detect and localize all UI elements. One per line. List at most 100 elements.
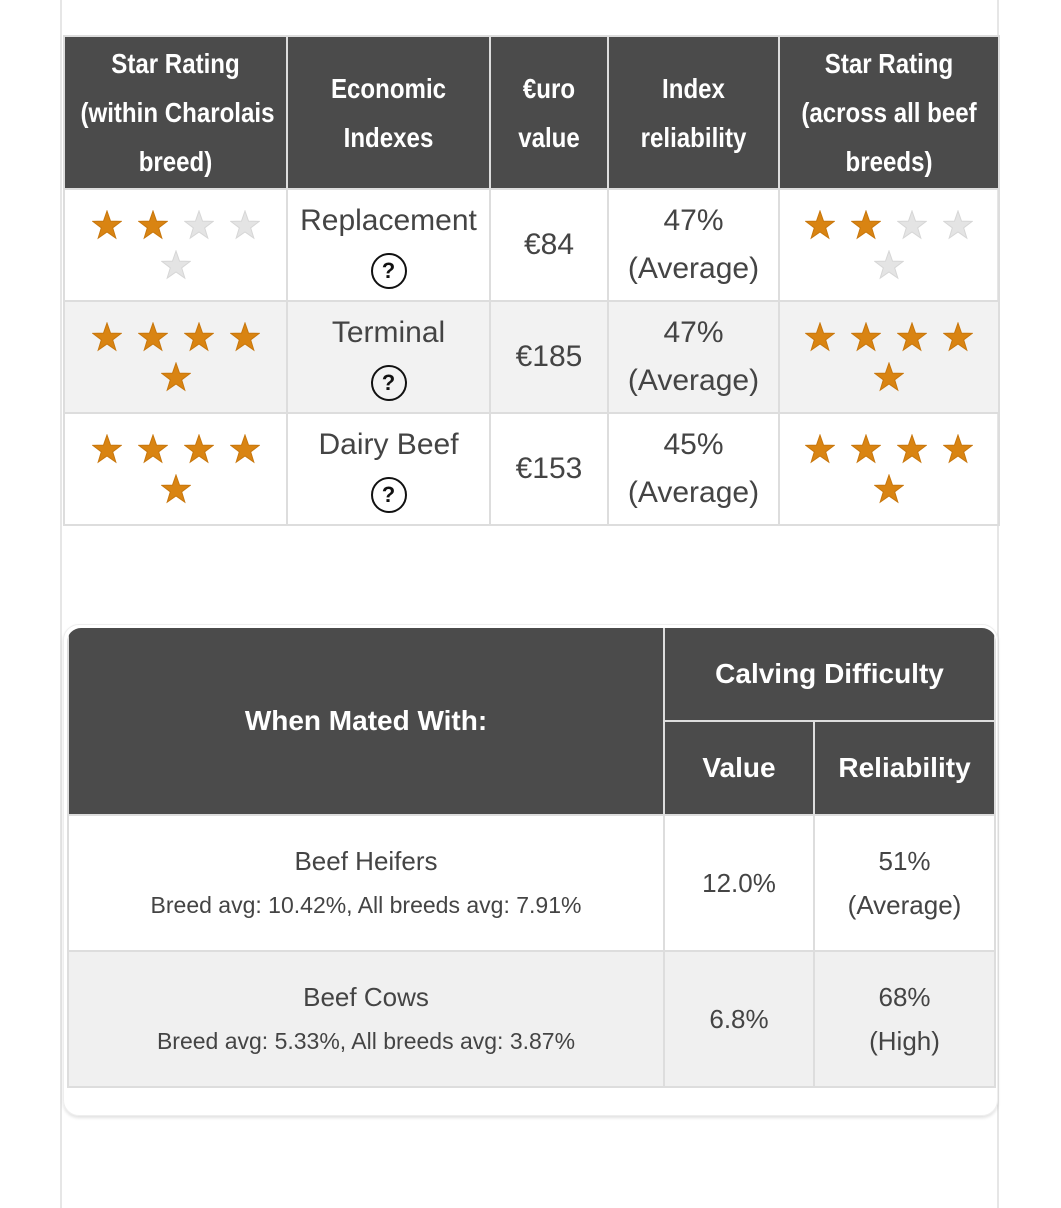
star-filled	[805, 434, 835, 464]
reliability-cell: 45% (Average)	[607, 412, 780, 526]
star-filled	[91, 434, 122, 464]
index-name: Terminal	[331, 316, 446, 349]
mated-name: Beef Heifers	[294, 846, 438, 876]
column-header: Star Rating (across all beef breeds)	[778, 35, 1000, 190]
star-filled	[897, 322, 927, 352]
help-wrap: ?	[288, 469, 489, 517]
help-icon[interactable]: ?	[370, 365, 407, 401]
star-filled	[805, 210, 835, 240]
value-header: Value	[663, 721, 815, 816]
header-row: Value Reliability	[68, 721, 997, 816]
star-filled	[874, 362, 904, 392]
header-row: Star Rating (within Charolais breed) Econom…	[63, 35, 1000, 190]
star-empty	[183, 210, 214, 240]
panel	[60, 0, 999, 1208]
header-line: €uro	[522, 72, 576, 104]
ratings-table: Star Rating (within Charolais breed) Econom…	[63, 35, 1000, 526]
index-name: Replacement	[300, 204, 477, 237]
stars-across-cell	[778, 300, 1000, 414]
calving-row: Beef Heifers Breed avg: 10.42%, All breed…	[67, 814, 997, 952]
header-line: (within Charolais	[80, 97, 275, 128]
star-filled	[183, 322, 214, 352]
star-filled	[897, 434, 927, 464]
star-filled	[229, 434, 260, 464]
mated-name: Beef Cows	[303, 982, 429, 1012]
column-header: Economic Indexes	[286, 35, 491, 190]
help-wrap: ?	[288, 357, 489, 405]
mated-cell: Beef Heifers Breed avg: 10.42%, All breed…	[67, 814, 665, 952]
reliability-level: (Average)	[627, 364, 760, 397]
star-filled	[943, 322, 973, 352]
header-line: value	[518, 121, 580, 153]
stars-within-cell	[63, 412, 288, 526]
index-name: Dairy Beef	[318, 428, 459, 461]
header-line: breeds)	[845, 146, 933, 177]
help-icon[interactable]: ?	[370, 253, 407, 289]
column-header: €uro value	[489, 35, 609, 190]
header-line: Star Rating	[111, 48, 240, 79]
euro-value: €153	[489, 412, 609, 526]
reliability-level: (High)	[869, 1026, 940, 1056]
star-filled	[160, 362, 191, 392]
reliability-level: (Average)	[627, 252, 760, 285]
help-wrap: ?	[288, 245, 489, 293]
index-cell: Dairy Beef?	[286, 412, 491, 526]
stars-within-cell	[63, 188, 288, 302]
rating-row: Dairy Beef? €153 45% (Average)	[63, 412, 1000, 526]
calving-value: 6.8%	[663, 950, 815, 1088]
stars-within-cell	[63, 300, 288, 414]
star-filled	[160, 474, 191, 504]
header-line: Economic	[330, 72, 447, 104]
header-line: Indexes	[343, 121, 434, 153]
star-filled	[851, 210, 881, 240]
star-empty	[160, 250, 191, 280]
star-filled	[851, 322, 881, 352]
star-rating	[794, 434, 984, 504]
averages: Breed avg: 10.42%, All breeds avg: 7.91%	[150, 892, 582, 918]
index-cell: Terminal?	[286, 300, 491, 414]
rating-row: Replacement? €84 47% (Average)	[63, 188, 1000, 302]
reliability: 45%	[663, 428, 724, 461]
star-rating	[81, 210, 271, 280]
header-line: Index	[662, 72, 725, 104]
reliability: 51%	[878, 846, 931, 876]
star-rating	[81, 434, 271, 504]
reliability: 47%	[663, 316, 724, 349]
reliability-level: (Average)	[627, 476, 760, 509]
header-line: reliability	[640, 121, 747, 153]
reliability: 68%	[878, 982, 931, 1012]
star-rating	[794, 322, 984, 392]
header-line: breed)	[138, 146, 213, 177]
star-empty	[874, 250, 904, 280]
star-filled	[229, 322, 260, 352]
reliability-cell: 47% (Average)	[607, 300, 780, 414]
star-filled	[874, 474, 904, 504]
star-empty	[229, 210, 260, 240]
header-line: (across all beef	[801, 97, 977, 128]
header-line: Star Rating	[824, 48, 954, 79]
star-filled	[91, 322, 122, 352]
help-icon[interactable]: ?	[370, 477, 407, 513]
reliability-header: Reliability	[812, 721, 997, 816]
euro-value: €84	[489, 188, 609, 302]
star-filled	[851, 434, 881, 464]
star-filled	[137, 210, 168, 240]
stars-across-cell	[778, 188, 1000, 302]
star-rating	[794, 210, 984, 280]
calving-value: 12.0%	[663, 814, 815, 952]
index-cell: Replacement?	[286, 188, 491, 302]
star-filled	[137, 434, 168, 464]
column-header: Star Rating (within Charolais breed)	[63, 35, 288, 190]
header-row: When Mated With: Calving Difficulty	[67, 628, 997, 816]
column-header: Index reliability	[607, 35, 780, 190]
star-empty	[943, 210, 973, 240]
star-filled	[943, 434, 973, 464]
rating-row: Terminal? €185 47% (Average)	[63, 300, 1000, 414]
group-header: Calving Difficulty	[662, 628, 997, 722]
star-filled	[137, 322, 168, 352]
card	[63, 624, 998, 1116]
reliability-cell: 51% (Average)	[812, 814, 997, 952]
averages: Breed avg: 5.33%, All breeds avg: 3.87%	[156, 1028, 576, 1054]
stars-across-cell	[778, 412, 1000, 526]
